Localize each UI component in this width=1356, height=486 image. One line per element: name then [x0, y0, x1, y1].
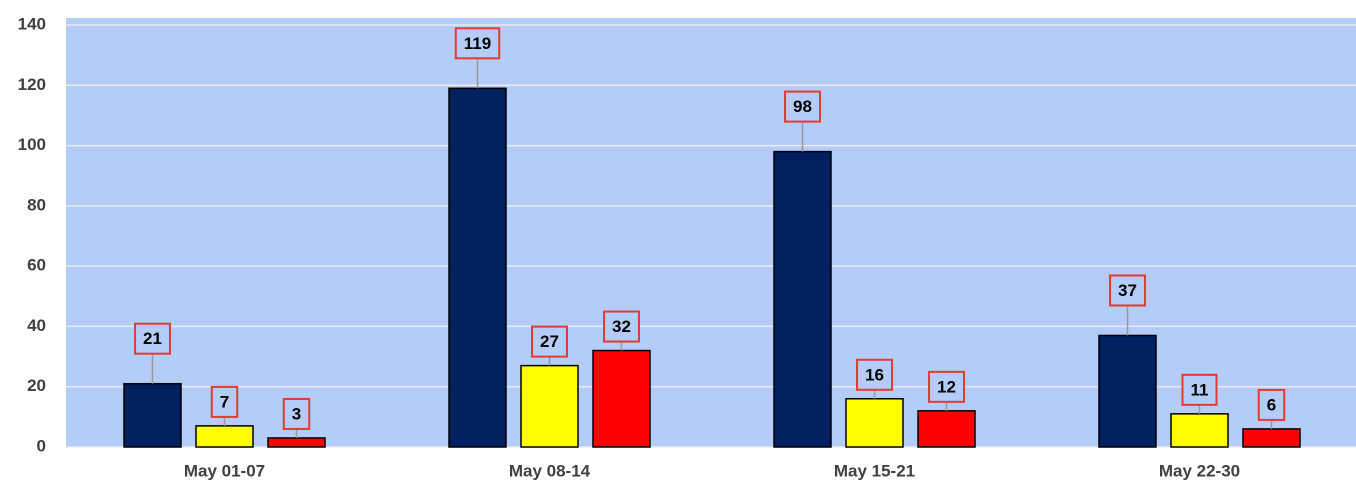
bar — [592, 349, 651, 448]
data-label: 7 — [220, 392, 229, 411]
data-label: 11 — [1191, 380, 1209, 399]
bar — [1098, 334, 1157, 448]
plot-area — [66, 18, 1356, 447]
data-label-box — [784, 90, 821, 123]
data-label-box — [531, 325, 568, 358]
y-tick-label: 140 — [18, 14, 46, 33]
data-label-box — [928, 370, 965, 403]
x-tick-label: May 15-21 — [834, 461, 915, 480]
data-label-box — [454, 27, 501, 60]
y-tick-label: 40 — [27, 316, 46, 335]
bar — [1170, 413, 1229, 448]
y-tick-label: 20 — [27, 376, 46, 395]
data-label: 16 — [865, 365, 884, 384]
bar — [123, 382, 182, 448]
data-label: 98 — [793, 97, 812, 116]
data-label-box — [856, 358, 893, 391]
bar — [773, 150, 832, 448]
data-label: 6 — [1267, 395, 1276, 414]
data-label: 12 — [937, 377, 956, 396]
bar — [267, 437, 326, 448]
bar — [195, 425, 254, 448]
data-label: 37 — [1118, 281, 1137, 300]
data-label-box — [603, 310, 640, 343]
data-label-box — [134, 322, 171, 355]
x-tick-label: May 01-07 — [184, 461, 265, 480]
data-label: 3 — [292, 404, 301, 423]
data-label-box — [210, 385, 239, 418]
data-label: 119 — [464, 34, 491, 53]
y-tick-label: 0 — [37, 436, 46, 455]
data-label-box — [1109, 274, 1146, 307]
bar — [845, 398, 904, 448]
data-label: 27 — [540, 332, 559, 351]
data-label: 21 — [143, 329, 162, 348]
bar — [1242, 428, 1301, 448]
x-tick-label: May 22-30 — [1159, 461, 1240, 480]
bar — [448, 87, 507, 448]
y-tick-label: 100 — [18, 135, 46, 154]
bar — [917, 410, 976, 448]
data-label-box — [1257, 388, 1286, 421]
y-tick-label: 80 — [27, 195, 46, 214]
y-tick-label: 60 — [27, 256, 46, 275]
data-label-box — [1181, 373, 1218, 406]
bar — [520, 364, 579, 448]
data-label-box — [282, 397, 311, 430]
x-tick-label: May 08-14 — [509, 461, 591, 480]
data-label: 32 — [612, 317, 631, 336]
y-tick-label: 120 — [18, 75, 46, 94]
